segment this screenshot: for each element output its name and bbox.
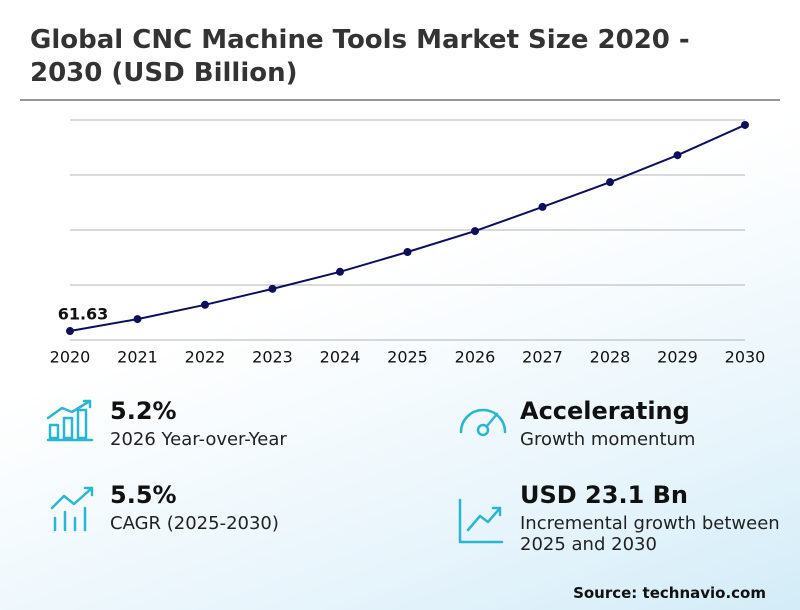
x-tick-label: 2025 <box>387 348 428 367</box>
point <box>133 315 142 324</box>
point <box>403 248 412 256</box>
x-tick-label: 2027 <box>522 348 563 367</box>
stat: 5.2% 2026 Year-over-Year <box>110 397 287 450</box>
data-label: 61.63 <box>58 305 109 324</box>
x-tick-label: 2021 <box>117 348 158 367</box>
x-tick-label: 2024 <box>320 348 361 367</box>
x-tick-label: 2028 <box>590 348 631 367</box>
icons <box>46 399 507 544</box>
x-tick-label: 2020 <box>50 348 91 367</box>
stat: USD 23.1 Bn Incremental growth between 2… <box>520 481 780 555</box>
x-tick-label: 2026 <box>455 348 496 367</box>
x-tick-label: 2029 <box>657 348 698 367</box>
point <box>201 300 209 309</box>
point <box>606 178 614 187</box>
point <box>66 327 74 336</box>
point <box>336 267 344 276</box>
x-tick-label: 2022 <box>185 348 226 367</box>
point <box>538 202 547 211</box>
stat-value: Accelerating <box>520 397 690 425</box>
gauge-icon <box>459 408 507 437</box>
point <box>471 227 479 236</box>
x-tick-label: 2030 <box>725 348 766 367</box>
stat-value: USD 23.1 Bn <box>520 481 688 509</box>
stat: Accelerating Growth momentum <box>520 397 695 450</box>
line <box>69 124 746 333</box>
growth-icon <box>458 498 504 544</box>
point <box>741 120 749 129</box>
bar-chart-icon <box>46 399 94 442</box>
point <box>268 284 277 293</box>
stat-label: CAGR (2025-2030) <box>110 513 279 534</box>
point <box>673 151 682 160</box>
chart-title: Global CNC Machine Tools Market Size 202… <box>30 25 690 88</box>
stat-label: 2026 Year-over-Year <box>110 429 287 450</box>
stat-value: 5.5% <box>110 481 177 509</box>
source: Source: technavio.com <box>573 584 766 602</box>
stat-label: Incremental growth between 2025 and 2030 <box>520 513 780 555</box>
x-tick-label: 2023 <box>252 348 293 367</box>
stat-value: 5.2% <box>110 397 177 425</box>
trend-icon <box>50 486 94 532</box>
stat-label: Growth momentum <box>520 429 696 450</box>
stat: 5.5% CAGR (2025-2030) <box>110 481 279 534</box>
